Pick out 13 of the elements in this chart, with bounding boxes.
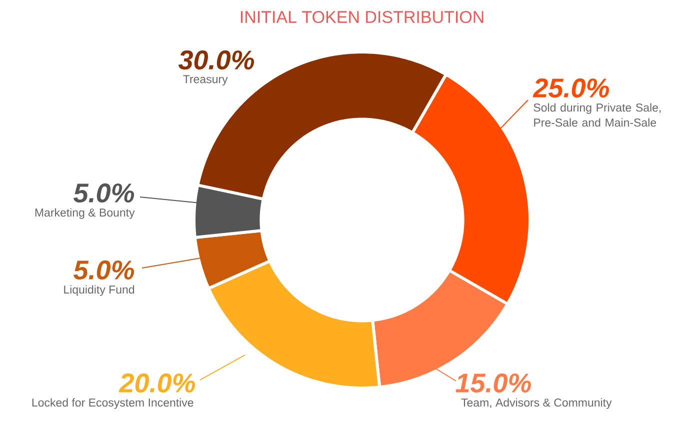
chart-title: INITIAL TOKEN DISTRIBUTION [240, 10, 484, 24]
data-label: 30.0% [178, 50, 254, 70]
data-label: 20.0% [118, 373, 196, 393]
slice-label: Sold during Private Sale, Pre-Sale and Main-Sale [534, 103, 661, 127]
data-label: 15.0% [456, 373, 531, 393]
data-label: 5.0% [74, 260, 134, 280]
data-label: 5.0% [74, 183, 134, 203]
slice-label: Marketing & Bounty [35, 208, 135, 219]
data-label: 25.0% [532, 78, 609, 98]
slice-label: Liquidity Fund [64, 285, 134, 296]
slice-label: Team, Advisors & Community [461, 398, 612, 409]
slice-label: Treasury [183, 75, 228, 86]
slice-label: Locked for Ecosystem Incentive [32, 398, 194, 409]
